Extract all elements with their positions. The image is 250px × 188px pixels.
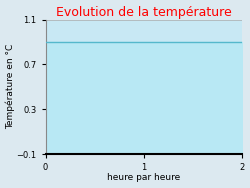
Y-axis label: Température en °C: Température en °C [6,44,15,130]
X-axis label: heure par heure: heure par heure [107,174,180,182]
Title: Evolution de la température: Evolution de la température [56,6,232,19]
